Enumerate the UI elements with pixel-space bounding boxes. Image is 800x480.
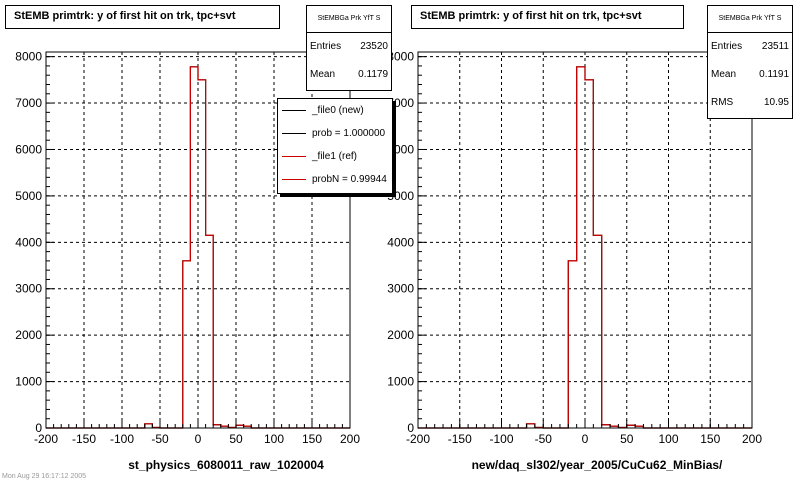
x-tick-label: 0 [195, 432, 202, 446]
x-tick-label: -200 [34, 432, 58, 446]
legend-label: probN = 0.99944 [312, 174, 387, 185]
x-tick-label: -100 [489, 432, 513, 446]
stats-label: Mean [711, 69, 737, 80]
legend-label: _file0 (new) [312, 105, 364, 116]
stats-row: Mean 0.1179 [307, 61, 391, 89]
stats-box-left: StEMBGa Prk YfT S Entries 23520 Mean 0.1… [306, 5, 392, 91]
stats-label: Entries [310, 41, 342, 52]
legend-entry: prob = 1.000000 [278, 122, 392, 145]
y-tick-label: 0 [407, 421, 414, 435]
y-tick-label: 7000 [387, 96, 414, 110]
legend-swatch [282, 110, 306, 111]
histogram-series [418, 66, 752, 429]
x-axis-title-left: st_physics_6080011_raw_1020004 [128, 458, 324, 472]
y-tick-label: 0 [35, 421, 42, 435]
x-tick-label: 0 [582, 432, 589, 446]
y-tick-label: 1000 [15, 375, 42, 389]
stats-box-right: StEMBGa Prk YfT S Entries 23511 Mean 0.1… [707, 5, 793, 119]
y-tick-label: 8000 [387, 50, 414, 64]
stats-value: 23511 [761, 41, 789, 52]
y-tick-label: 4000 [15, 235, 42, 249]
stats-name: StEMBGa Prk YfT S [708, 6, 792, 33]
x-tick-label: 100 [658, 432, 678, 446]
stats-value: 23520 [360, 41, 388, 52]
stats-row: Entries 23520 [307, 33, 391, 61]
y-tick-label: 3000 [15, 282, 42, 296]
x-tick-label: -50 [151, 432, 169, 446]
stats-value: 0.1191 [759, 69, 789, 80]
x-tick-label: -150 [72, 432, 96, 446]
legend-label: _file1 (ref) [312, 151, 358, 162]
legend-label: prob = 1.000000 [312, 128, 386, 139]
stats-name: StEMBGa Prk YfT S [307, 6, 391, 33]
x-tick-label: 150 [700, 432, 720, 446]
stats-label: Entries [711, 41, 743, 52]
y-tick-label: 2000 [15, 328, 42, 342]
x-tick-label: 200 [742, 432, 762, 446]
stats-label: RMS [711, 97, 734, 108]
legend-swatch [282, 133, 306, 134]
y-tick-label: 7000 [15, 96, 42, 110]
legend-swatch [282, 179, 306, 180]
legend-entry: probN = 0.99944 [278, 168, 392, 191]
x-tick-label: 50 [229, 432, 243, 446]
y-tick-label: 5000 [387, 189, 414, 203]
x-tick-label: -150 [448, 432, 472, 446]
x-tick-label: -50 [535, 432, 553, 446]
x-tick-label: -200 [406, 432, 430, 446]
stats-row: Mean 0.1191 [708, 61, 792, 89]
stats-row: RMS 10.95 [708, 89, 792, 117]
y-tick-label: 6000 [15, 142, 42, 156]
y-tick-label: 5000 [15, 189, 42, 203]
plot-title-right: StEMB primtrk: y of first hit on trk, tp… [411, 5, 684, 29]
plot-title-left: StEMB primtrk: y of first hit on trk, tp… [5, 5, 280, 29]
y-tick-label: 3000 [387, 282, 414, 296]
histogram-frame-right: -200 -150 -100 -50 0 50 100 150 2000100020003000… [387, 50, 762, 446]
legend-swatch [282, 156, 306, 157]
legend-entry: _file0 (new) [278, 99, 392, 122]
legend-entry: _file1 (ref) [278, 145, 392, 168]
stats-label: Mean [310, 69, 336, 80]
y-tick-label: 2000 [387, 328, 414, 342]
legend-box: _file0 (new) prob = 1.000000 _file1 (ref… [277, 98, 393, 194]
timestamp-footer: Mon Aug 29 16:17:12 2005 [2, 473, 87, 480]
x-tick-label: -100 [110, 432, 134, 446]
x-tick-label: 100 [264, 432, 284, 446]
x-axis-title-right: new/daq_sl302/year_2005/CuCu62_MinBias/ [472, 458, 723, 472]
histogram-frame-left: -200 -150 -100 -50 0 50 100 150 2000100020003000… [15, 50, 360, 446]
x-tick-label: 50 [620, 432, 634, 446]
stats-value: 10.95 [763, 97, 789, 108]
stats-value: 0.1179 [358, 69, 388, 80]
histogram-series [418, 66, 752, 429]
x-tick-label: 150 [302, 432, 322, 446]
y-tick-label: 6000 [387, 142, 414, 156]
stats-row: Entries 23511 [708, 33, 792, 61]
x-tick-label: 200 [340, 432, 360, 446]
y-tick-label: 4000 [387, 235, 414, 249]
y-tick-label: 1000 [387, 375, 414, 389]
y-tick-label: 8000 [15, 50, 42, 64]
